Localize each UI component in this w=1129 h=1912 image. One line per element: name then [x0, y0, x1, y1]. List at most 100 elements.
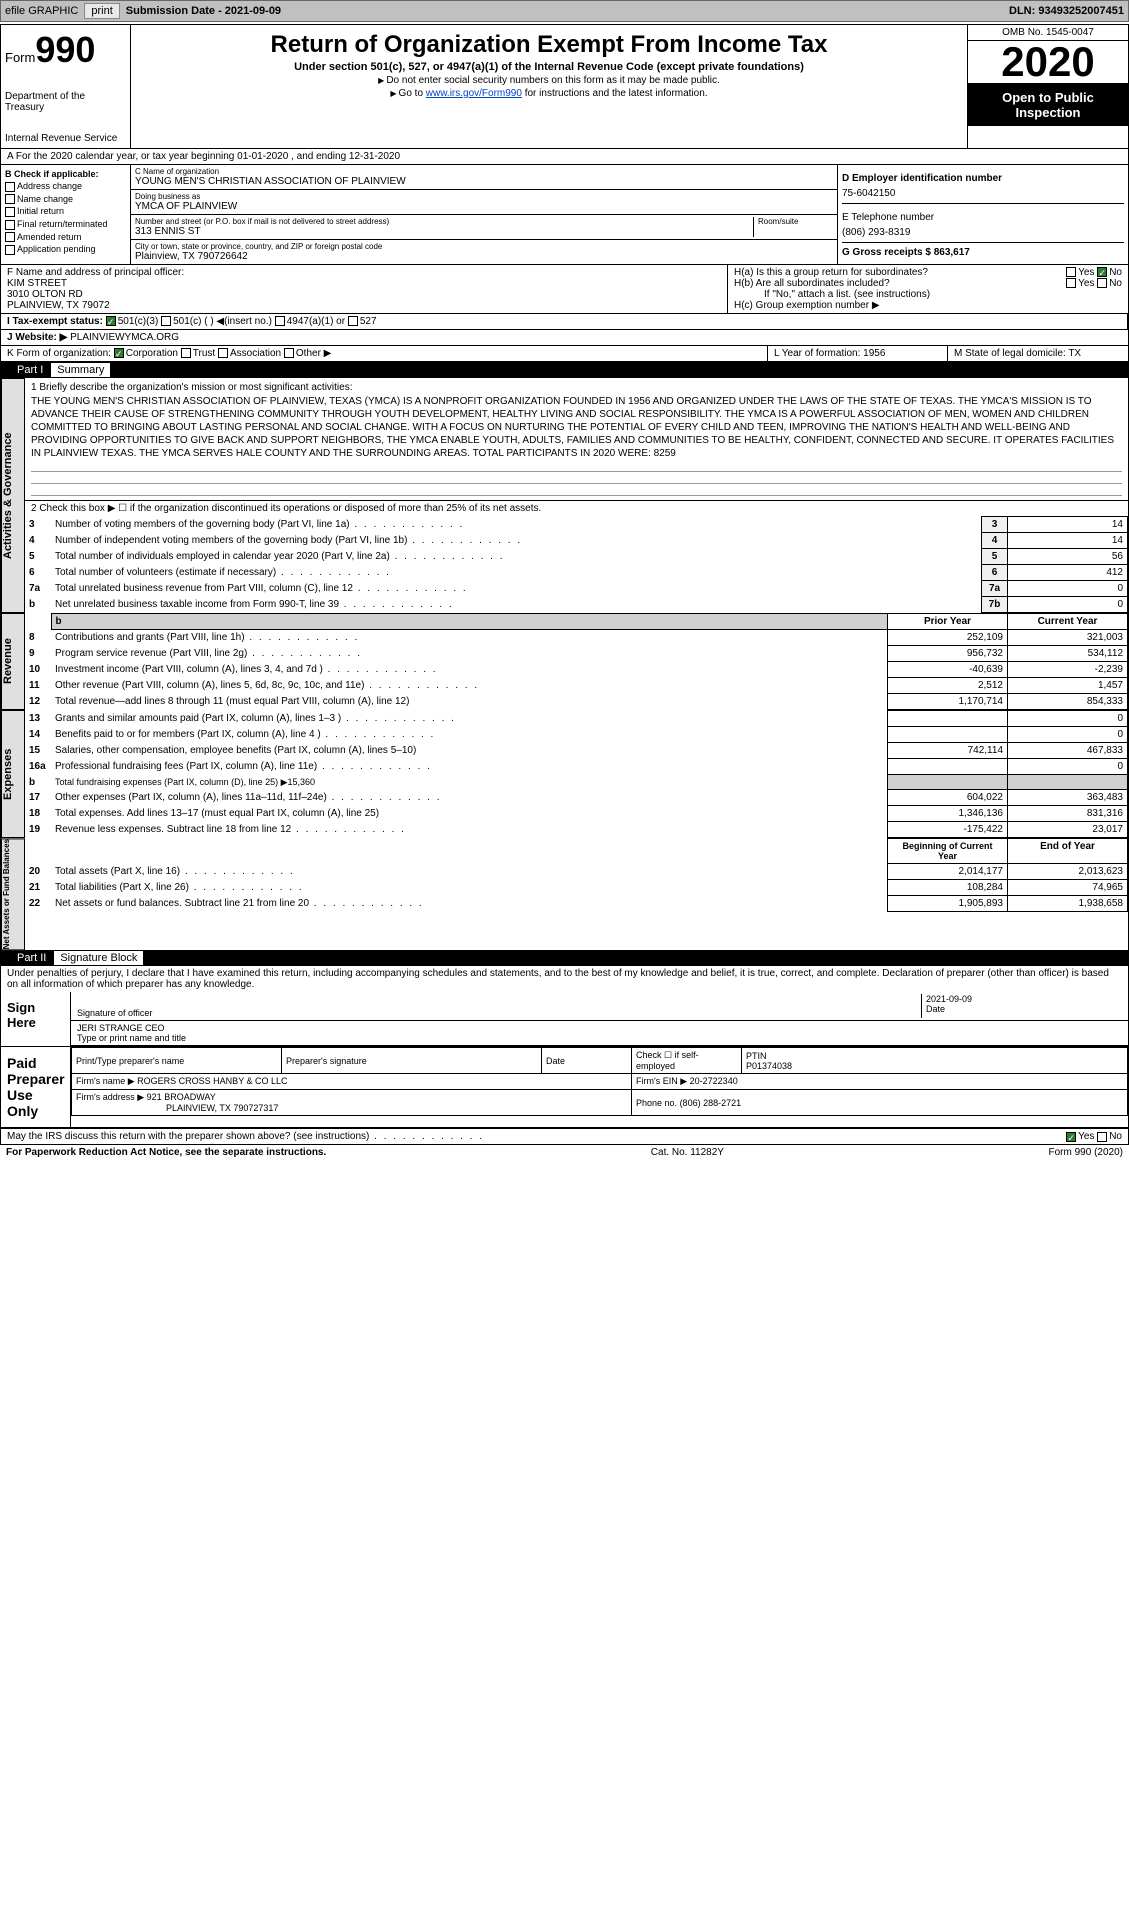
- hc-label: H(c) Group exemption number ▶: [734, 300, 1122, 311]
- cb-application[interactable]: [5, 245, 15, 255]
- preparer-table: Print/Type preparer's namePreparer's sig…: [71, 1047, 1128, 1116]
- goto-pre: Go to: [399, 88, 426, 99]
- hb-note: If "No," attach a list. (see instruction…: [734, 289, 1122, 300]
- phone-value: (806) 293-8319: [842, 227, 1124, 238]
- cb-address-change[interactable]: [5, 182, 15, 192]
- officer-name: KIM STREET: [7, 278, 721, 289]
- tab-net-assets: Net Assets or Fund Balances: [1, 838, 25, 950]
- discuss-yes[interactable]: ✓: [1066, 1132, 1076, 1142]
- form-990: Form990 Department of the Treasury Inter…: [0, 24, 1129, 1145]
- ein-value: 75-6042150: [842, 188, 1124, 199]
- gross-receipts: G Gross receipts $ 863,617: [842, 247, 970, 258]
- ein-label: D Employer identification number: [842, 173, 1002, 184]
- form-subtitle: Under section 501(c), 527, or 4947(a)(1)…: [137, 61, 961, 73]
- room-label: Room/suite: [758, 217, 833, 226]
- submission-date: Submission Date - 2021-09-09: [126, 5, 281, 17]
- expenses-table: 13Grants and similar amounts paid (Part …: [25, 710, 1128, 838]
- tax-year: 2020: [968, 41, 1128, 84]
- cb-amended[interactable]: [5, 232, 15, 242]
- ha-yes[interactable]: [1066, 267, 1076, 277]
- firm-addr1: 921 BROADWAY: [147, 1092, 216, 1102]
- officer-addr2: PLAINVIEW, TX 79072: [7, 300, 721, 311]
- ha-no[interactable]: ✓: [1097, 267, 1107, 277]
- mission-label: 1 Briefly describe the organization's mi…: [31, 382, 1122, 393]
- firm-ein: 20-2722340: [690, 1076, 738, 1086]
- section-b: B Check if applicable: Address change Na…: [1, 165, 131, 264]
- org-name: YOUNG MEN'S CHRISTIAN ASSOCIATION OF PLA…: [135, 176, 833, 187]
- irs-link[interactable]: www.irs.gov/Form990: [426, 88, 522, 99]
- cb-501c3[interactable]: ✓: [106, 316, 116, 326]
- section-c: C Name of organizationYOUNG MEN'S CHRIST…: [131, 165, 838, 264]
- sig-date: 2021-09-09: [926, 994, 1122, 1004]
- irs-label: Internal Revenue Service: [5, 133, 126, 144]
- ssn-note: Do not enter social security numbers on …: [137, 75, 961, 86]
- net-assets-table: Beginning of Current YearEnd of Year 20T…: [25, 838, 1128, 912]
- i-label: I Tax-exempt status:: [7, 316, 103, 327]
- revenue-table: bPrior YearCurrent Year 8Contributions a…: [25, 613, 1128, 710]
- dba-name: YMCA OF PLAINVIEW: [135, 201, 833, 212]
- tab-revenue: Revenue: [1, 613, 25, 710]
- line-2: 2 Check this box ▶ ☐ if the organization…: [25, 501, 1128, 516]
- tab-governance: Activities & Governance: [1, 378, 25, 613]
- paid-preparer-label: Paid Preparer Use Only: [1, 1047, 71, 1127]
- dba-label: Doing business as: [135, 192, 833, 201]
- firm-name: ROGERS CROSS HANBY & CO LLC: [137, 1076, 287, 1086]
- year-formation: L Year of formation: 1956: [768, 346, 948, 361]
- city-label: City or town, state or province, country…: [135, 242, 833, 251]
- topbar: efile GRAPHIC print Submission Date - 20…: [0, 0, 1129, 22]
- cb-corp[interactable]: ✓: [114, 348, 124, 358]
- name-title-label: Type or print name and title: [77, 1033, 1122, 1043]
- website: PLAINVIEWYMCA.ORG: [70, 332, 179, 343]
- f-label: F Name and address of principal officer:: [7, 267, 721, 278]
- dept-treasury: Department of the Treasury: [5, 91, 126, 113]
- governance-table: 3Number of voting members of the governi…: [25, 516, 1128, 613]
- sign-here-label: Sign Here: [1, 992, 71, 1046]
- tab-expenses: Expenses: [1, 710, 25, 838]
- j-label: J Website: ▶: [7, 332, 67, 343]
- ptin: P01374038: [746, 1061, 1123, 1071]
- hb-no[interactable]: [1097, 278, 1107, 288]
- cb-name-change[interactable]: [5, 194, 15, 204]
- form-label: Form: [5, 50, 35, 65]
- sig-date-label: Date: [926, 1004, 1122, 1014]
- cb-assoc[interactable]: [218, 348, 228, 358]
- sig-officer-label: Signature of officer: [77, 1008, 921, 1018]
- officer-name-title: JERI STRANGE CEO: [77, 1023, 1122, 1033]
- part1-header: Part ISummary: [1, 362, 1128, 378]
- open-inspection: Open to Public Inspection: [968, 84, 1128, 126]
- cb-527[interactable]: [348, 316, 358, 326]
- hb-yes[interactable]: [1066, 278, 1076, 288]
- addr-label: Number and street (or P.O. box if mail i…: [135, 217, 753, 226]
- cb-final-return[interactable]: [5, 220, 15, 230]
- discuss-question: May the IRS discuss this return with the…: [7, 1131, 484, 1142]
- print-button[interactable]: print: [84, 3, 119, 19]
- c-name-label: C Name of organization: [135, 167, 833, 176]
- page-footer: For Paperwork Reduction Act Notice, see …: [0, 1145, 1129, 1160]
- cb-501c[interactable]: [161, 316, 171, 326]
- cb-trust[interactable]: [181, 348, 191, 358]
- ha-label: H(a) Is this a group return for subordin…: [734, 267, 928, 278]
- officer-addr1: 3010 OLTON RD: [7, 289, 721, 300]
- perjury-statement: Under penalties of perjury, I declare th…: [1, 966, 1128, 992]
- city-state-zip: Plainview, TX 790726642: [135, 251, 833, 262]
- paperwork-notice: For Paperwork Reduction Act Notice, see …: [6, 1147, 326, 1158]
- cb-initial-return[interactable]: [5, 207, 15, 217]
- firm-phone: (806) 288-2721: [680, 1098, 742, 1108]
- form-number: 990: [35, 29, 95, 70]
- efile-label: efile GRAPHIC: [5, 5, 78, 17]
- discuss-no[interactable]: [1097, 1132, 1107, 1142]
- cb-other[interactable]: [284, 348, 294, 358]
- b-header: B Check if applicable:: [5, 169, 99, 179]
- row-a-tax-year: A For the 2020 calendar year, or tax yea…: [1, 149, 1128, 165]
- hb-label: H(b) Are all subordinates included?: [734, 278, 890, 289]
- phone-label: E Telephone number: [842, 212, 934, 223]
- section-d-e-g: D Employer identification number 75-60421…: [838, 165, 1128, 264]
- part2-header: Part IISignature Block: [1, 950, 1128, 966]
- cat-no: Cat. No. 11282Y: [651, 1147, 724, 1158]
- form-header: Form990 Department of the Treasury Inter…: [1, 25, 1128, 149]
- state-domicile: M State of legal domicile: TX: [948, 346, 1128, 361]
- cb-4947[interactable]: [275, 316, 285, 326]
- k-label: K Form of organization:: [7, 348, 111, 359]
- form-title: Return of Organization Exempt From Incom…: [137, 31, 961, 59]
- dln: DLN: 93493252007451: [1009, 5, 1124, 17]
